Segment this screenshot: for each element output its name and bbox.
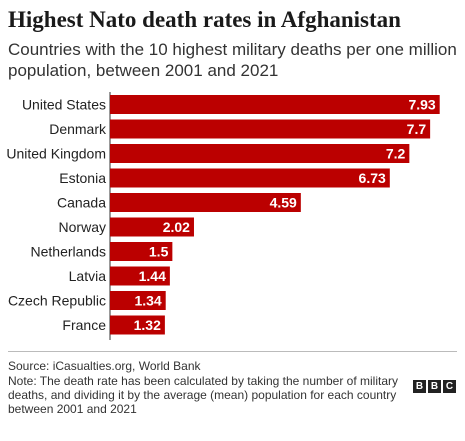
value-label: 7.93 — [408, 97, 435, 113]
note-text: Note: The death rate has been calculated… — [8, 374, 399, 416]
bar-czech-republic — [110, 291, 166, 310]
value-label: 1.5 — [149, 244, 169, 260]
bar-canada — [110, 193, 301, 212]
bar-france — [110, 315, 165, 335]
value-label: 6.73 — [359, 170, 386, 186]
category-label: Canada — [57, 195, 106, 211]
category-label: Latvia — [69, 268, 107, 284]
logo-letter-c: C — [443, 380, 456, 393]
value-label: 7.2 — [386, 146, 406, 162]
value-label: 1.32 — [134, 317, 161, 333]
value-label: 4.59 — [270, 195, 297, 211]
category-label: Denmark — [49, 121, 107, 137]
category-label: United Kingdom — [6, 146, 106, 162]
bar-united-states — [110, 95, 440, 114]
category-label: Czech Republic — [8, 293, 106, 309]
bar-netherlands — [110, 242, 173, 261]
bar-norway — [110, 217, 194, 237]
bar-denmark — [110, 119, 431, 139]
logo-letter-b2: B — [428, 380, 441, 393]
category-label: Netherlands — [31, 244, 107, 260]
chart-subtitle: Countries with the 10 highest military d… — [8, 40, 457, 80]
value-label: 1.44 — [139, 268, 166, 284]
value-label: 7.7 — [407, 121, 427, 137]
bar-estonia — [110, 168, 390, 188]
value-label: 1.34 — [134, 293, 161, 309]
bar-united-kingdom — [110, 144, 410, 163]
bbc-logo: B B C — [413, 380, 456, 393]
value-label: 2.02 — [163, 219, 190, 235]
source-text: Source: iCasualties.org, World Bank — [8, 359, 201, 373]
bar-chart: United States 7.93 Denmark 7.7 United Kingdo… — [6, 92, 440, 340]
category-label: Estonia — [59, 170, 106, 186]
category-label: France — [62, 317, 106, 333]
footer-divider — [8, 351, 457, 352]
logo-letter-b1: B — [413, 380, 426, 393]
category-label: Norway — [59, 219, 106, 235]
category-label: United States — [22, 97, 106, 113]
bar-latvia — [110, 266, 170, 286]
chart-title: Highest Nato death rates in Afghanistan — [8, 7, 401, 32]
